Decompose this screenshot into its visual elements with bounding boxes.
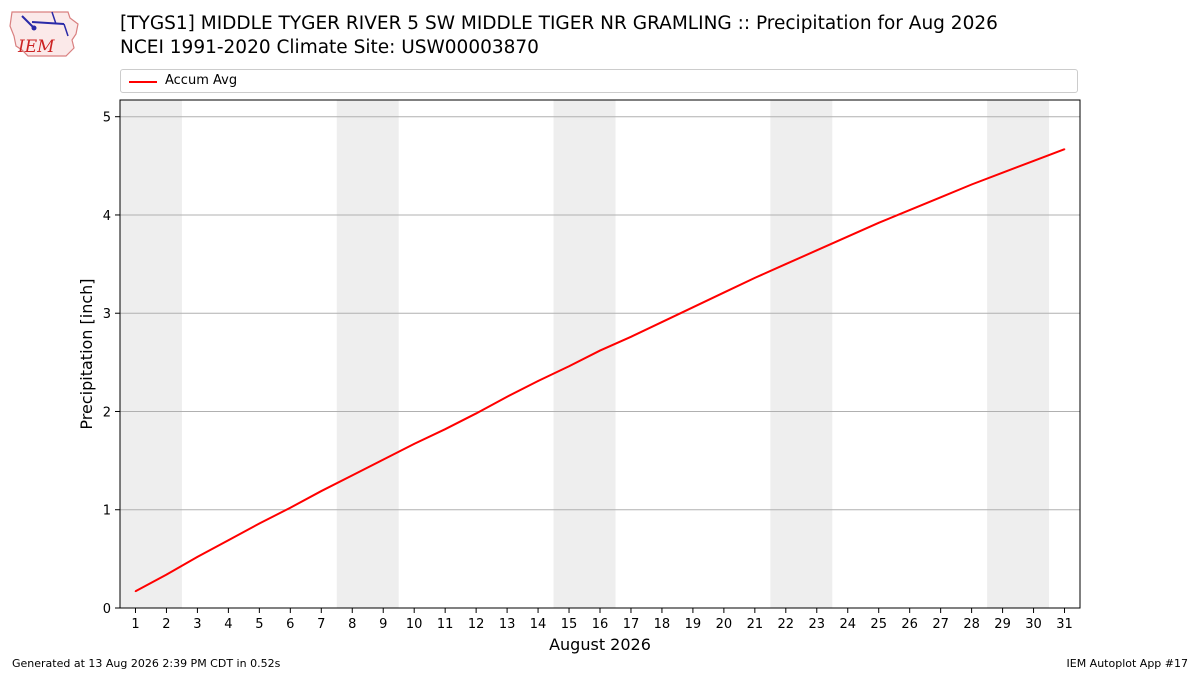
data-point <box>258 522 261 525</box>
data-point <box>815 249 818 252</box>
x-axis-label: August 2026 <box>549 635 651 654</box>
x-tick-label: 4 <box>224 617 232 632</box>
x-tick-label: 7 <box>317 617 325 632</box>
x-tick-label: 3 <box>193 617 201 632</box>
x-tick-label: 17 <box>623 617 640 632</box>
x-tick-label: 15 <box>561 617 578 632</box>
y-tick-label: 2 <box>103 405 111 420</box>
data-point <box>413 443 415 445</box>
x-tick-label: 27 <box>932 617 949 632</box>
data-point <box>134 590 137 593</box>
data-point <box>568 365 570 368</box>
x-tick-label: 31 <box>1056 617 1073 632</box>
legend: Accum Avg <box>120 69 1078 93</box>
x-tick-label: 1 <box>131 617 139 632</box>
data-point <box>599 349 601 352</box>
data-point <box>506 395 508 398</box>
data-point <box>537 380 539 382</box>
data-point <box>1063 148 1066 150</box>
x-tick-label: 26 <box>901 617 918 632</box>
data-point <box>444 428 446 430</box>
x-tick-label: 6 <box>286 617 294 632</box>
x-tick-label: 13 <box>499 617 516 632</box>
y-tick-label: 0 <box>103 602 111 617</box>
chart-title: [TYGS1] MIDDLE TYGER RIVER 5 SW MIDDLE T… <box>120 13 998 34</box>
x-tick-label: 16 <box>592 617 609 632</box>
y-tick-label: 5 <box>103 111 111 126</box>
x-tick-label: 12 <box>468 617 485 632</box>
x-tick-label: 9 <box>379 617 387 632</box>
y-tick-label: 3 <box>103 307 111 322</box>
x-tick-label: 10 <box>406 617 423 632</box>
y-axis-label: Precipitation [inch] <box>77 278 96 429</box>
x-tick-label: 30 <box>1025 617 1042 632</box>
x-tick-label: 22 <box>778 617 795 632</box>
data-point <box>289 506 292 509</box>
x-tick-label: 23 <box>809 617 826 632</box>
data-point <box>382 458 385 461</box>
data-point <box>630 336 632 338</box>
weekend-band <box>336 100 399 608</box>
x-tick-label: 21 <box>747 617 764 632</box>
legend-label: Accum Avg <box>165 73 238 88</box>
x-tick-label: 8 <box>348 617 356 632</box>
data-point <box>939 196 942 199</box>
weekend-band <box>770 100 833 608</box>
data-point <box>970 183 973 186</box>
data-point <box>692 306 694 309</box>
data-point <box>196 556 199 558</box>
y-tick-label: 1 <box>103 504 111 519</box>
data-point <box>785 263 787 265</box>
logo-text: IEM <box>17 37 55 57</box>
chart-title-block: [TYGS1] MIDDLE TYGER RIVER 5 SW MIDDLE T… <box>120 12 998 60</box>
data-point <box>846 235 849 238</box>
x-tick-label: 19 <box>685 617 702 632</box>
data-point <box>351 474 354 477</box>
data-point <box>877 222 880 224</box>
autoplot-app-label: IEM Autoplot App #17 <box>1066 657 1189 670</box>
generated-timestamp: Generated at 13 Aug 2026 2:39 PM CDT in … <box>12 657 281 670</box>
data-point <box>475 412 477 415</box>
x-tick-label: 14 <box>530 617 547 632</box>
x-tick-label: 24 <box>839 617 856 632</box>
data-point <box>1001 171 1004 174</box>
x-tick-label: 29 <box>994 617 1011 632</box>
iem-logo-icon: IEM <box>9 11 79 57</box>
weekend-band <box>120 100 182 608</box>
data-point <box>227 539 230 542</box>
chart-subtitle: NCEI 1991-2020 Climate Site: USW00003870 <box>120 37 539 58</box>
weekend-band <box>987 100 1050 608</box>
data-point <box>723 291 725 294</box>
weekend-band <box>553 100 616 608</box>
x-tick-label: 28 <box>963 617 980 632</box>
data-point <box>1032 160 1035 162</box>
data-point <box>908 209 911 211</box>
legend-line-swatch <box>129 81 157 83</box>
y-tick-label: 4 <box>103 209 111 224</box>
x-tick-label: 25 <box>870 617 887 632</box>
x-tick-label: 11 <box>437 617 454 632</box>
iem-logo: IEM <box>8 6 82 60</box>
x-tick-label: 5 <box>255 617 263 632</box>
data-point <box>754 277 756 279</box>
x-tick-label: 20 <box>716 617 733 632</box>
data-point <box>320 490 323 492</box>
x-tick-label: 18 <box>654 617 671 632</box>
data-point <box>661 321 663 323</box>
data-point <box>165 573 168 576</box>
x-tick-label: 2 <box>162 617 170 632</box>
